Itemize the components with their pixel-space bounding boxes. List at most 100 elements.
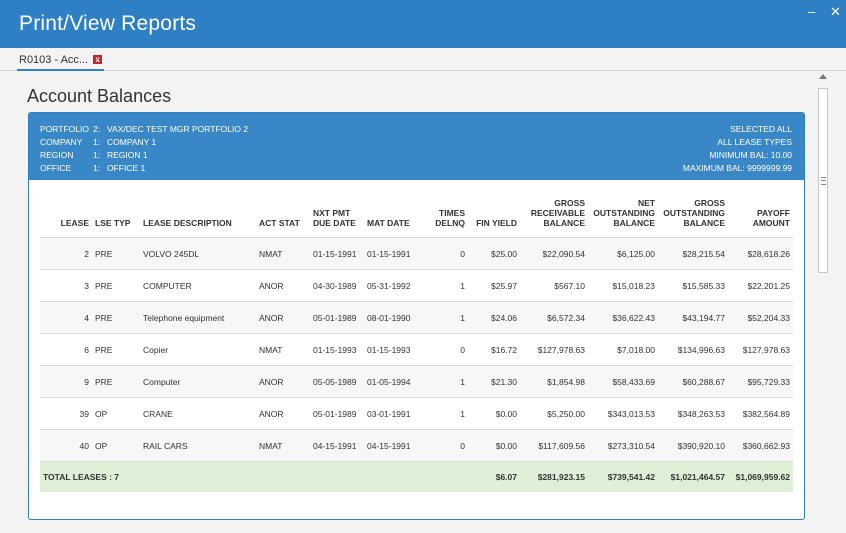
table-cell: $1,854.98 [520,365,588,398]
table-cell: 05-31-1992 [364,269,432,302]
column-header: LEASE DESCRIPTION [140,197,256,238]
column-header: NET OUTSTANDING BALANCE [588,197,658,238]
total-net-outstanding: $739,541.42 [588,461,658,492]
report-panel: PORTFOLIO 2: VAX/DEC TEST MGR PORTFOLIO 2 … [28,112,805,520]
table-cell: 0 [432,429,468,462]
table-cell: $95,729.33 [728,365,793,398]
table-cell: 2 [40,237,92,270]
grip-icon [821,177,826,185]
report-criteria: SELECTED ALL ALL LEASE TYPES MINIMUM BAL… [683,123,792,175]
column-header: FIN YIELD [468,197,520,238]
table-cell: 05-01-1989 [310,301,364,334]
tab-label: R0103 - Acc... [19,54,89,66]
table-cell: 4 [40,301,92,334]
table-cell: $52,204.33 [728,301,793,334]
filter-portfolio: PORTFOLIO 2: VAX/DEC TEST MGR PORTFOLIO 2 [40,124,249,134]
table-cell: NMAT [256,429,310,462]
table-cell: ANOR [256,365,310,398]
table-cell: ANOR [256,269,310,302]
table-cell: 1 [432,397,468,430]
report-content: Account Balances PORTFOLIO 2: VAX/DEC TEST… [18,71,815,533]
title-bar: Print/View Reports – ✕ [0,0,846,48]
criteria-min-balance: MINIMUM BAL: 10.00 [709,150,792,160]
table-cell: PRE [92,237,140,270]
filter-company: COMPANY 1: COMPANY 1 [40,137,157,147]
table-cell: COMPUTER [140,269,256,302]
table-cell: $360,662.93 [728,429,793,462]
column-header: PAYOFF AMOUNT [728,197,793,238]
table-cell: $15,585.33 [658,269,728,302]
page-title: Account Balances [27,86,172,106]
vertical-scrollbar[interactable] [816,71,830,533]
table-row[interactable]: 4 PRE Telephone equipment ANOR 05-01-1989 08-… [40,301,793,334]
tab-report-r0103[interactable]: R0103 - Acc... x [17,52,105,71]
table-cell: 01-15-1991 [364,237,432,270]
column-header: GROSS OUTSTANDING BALANCE [658,197,728,238]
table-cell: Copier [140,333,256,366]
criteria-max-balance: MAXIMUM BAL: 9999999.99 [682,163,792,173]
table-cell: PRE [92,269,140,302]
table-cell: $382,564.89 [728,397,793,430]
table-cell: PRE [92,333,140,366]
table-cell: NMAT [256,237,310,270]
table-cell: 40 [40,429,92,462]
table-cell: OP [92,429,140,462]
table-cell: $28,215.54 [658,237,728,270]
table-cell: 39 [40,397,92,430]
minimize-button[interactable]: – [808,4,816,19]
total-fin-yield: $6.07 [468,461,520,492]
table-row[interactable]: 3 PRE COMPUTER ANOR 04-30-1989 05-31-1992 1 $25… [40,269,793,302]
column-header: GROSS RECEIVABLE BALANCE [520,197,588,238]
table-cell: $25.97 [468,269,520,302]
column-header: ACT STAT [256,197,310,238]
table-cell: 05-01-1989 [310,397,364,430]
table-row[interactable]: 2 PRE VOLVO 245DL NMAT 01-15-1991 01-15-1991 0… [40,237,793,270]
column-header: NXT PMT DUE DATE [310,197,364,238]
table-cell: 1 [432,301,468,334]
table-cell: CRANE [140,397,256,430]
table-cell: OP [92,397,140,430]
table-cell: NMAT [256,333,310,366]
window-title: Print/View Reports [19,12,197,35]
table-cell: $24.06 [468,301,520,334]
table-cell: $43,194.77 [658,301,728,334]
filter-office: OFFICE 1: OFFICE 1 [40,163,146,173]
scrollbar-thumb[interactable] [818,88,828,273]
table-cell: 04-30-1989 [310,269,364,302]
column-header: MAT DATE [364,197,432,238]
table-cell: $22,090.54 [520,237,588,270]
table-cell: 6 [40,333,92,366]
table-cell: $343,013.53 [588,397,658,430]
table-cell: 01-05-1994 [364,365,432,398]
table-row[interactable]: 39 OP CRANE ANOR 05-01-1989 03-01-1991 1 $0.00 $… [40,397,793,430]
table-cell: 3 [40,269,92,302]
table-cell: 04-15-1991 [364,429,432,462]
report-filters: PORTFOLIO 2: VAX/DEC TEST MGR PORTFOLIO 2 … [40,123,248,175]
total-gross-outstanding: $1,021,464.57 [658,461,728,492]
table-cell: 04-15-1991 [310,429,364,462]
table-cell: Telephone equipment [140,301,256,334]
filter-region: REGION 1: REGION 1 [40,150,148,160]
table-cell: PRE [92,301,140,334]
table-row[interactable]: 40 OP RAIL CARS NMAT 04-15-1991 04-15-1991 0 $0… [40,429,793,462]
table-cell: $6,572.34 [520,301,588,334]
table-cell: VOLVO 245DL [140,237,256,270]
close-window-button[interactable]: ✕ [830,4,841,19]
table-row[interactable]: 9 PRE Computer ANOR 05-05-1989 01-05-1994 1 $21… [40,365,793,398]
table-cell: $7,018.00 [588,333,658,366]
table-cell: $127,978.63 [728,333,793,366]
close-x-icon[interactable]: x [93,55,103,64]
table-cell: $0.00 [468,397,520,430]
table-cell: $134,996.63 [658,333,728,366]
report-header: PORTFOLIO 2: VAX/DEC TEST MGR PORTFOLIO 2 … [29,113,804,180]
table-cell: $0.00 [468,429,520,462]
table-header-row: LEASE LSE TYP LEASE DESCRIPTION ACT STAT NXT… [40,197,793,238]
table-cell: 9 [40,365,92,398]
table-cell: 01-15-1991 [310,237,364,270]
table-cell: $28,618.26 [728,237,793,270]
table-cell: $25.00 [468,237,520,270]
table-cell: Computer [140,365,256,398]
table-cell: $348,263.53 [658,397,728,430]
table-row[interactable]: 6 PRE Copier NMAT 01-15-1993 01-15-1993 0 $16.7… [40,333,793,366]
scroll-up-arrow-icon[interactable] [819,74,827,79]
